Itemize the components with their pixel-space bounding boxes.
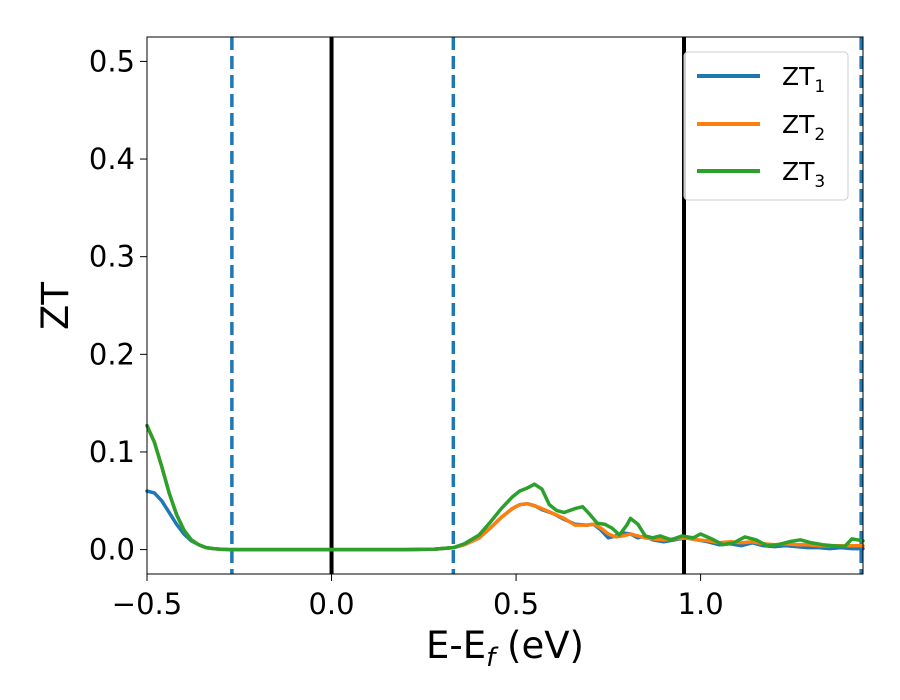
- x-tick-label-2: 0.5: [493, 587, 539, 621]
- legend-entry-zt2: ZT2: [697, 110, 825, 145]
- y-tick-label-0: 0.0: [89, 533, 135, 567]
- legend-label-zt1: ZT1: [782, 62, 825, 97]
- series-line-zt3: [145, 423, 865, 552]
- y-axis: 0.0 0.1 0.2 0.3 0.4 0.5: [89, 44, 147, 567]
- legend-entry-zt3: ZT3: [697, 157, 825, 192]
- y-tick-label-1: 0.1: [89, 435, 135, 469]
- x-axis-label: E-Ef (eV): [426, 624, 584, 673]
- x-tick-label-1: 0.0: [308, 587, 354, 621]
- y-tick-label-4: 0.4: [89, 142, 135, 176]
- legend-entry-zt1: ZT1: [697, 62, 825, 97]
- y-tick-label-5: 0.5: [89, 44, 135, 78]
- series-lines: [145, 423, 865, 552]
- legend-label-zt3: ZT3: [782, 157, 825, 192]
- y-tick-label-3: 0.3: [89, 240, 135, 274]
- x-tick-label-3: 1.0: [678, 587, 724, 621]
- legend: ZT1 ZT2 ZT3: [683, 51, 849, 201]
- y-tick-label-2: 0.2: [89, 337, 135, 371]
- y-axis-label: ZT: [34, 282, 77, 330]
- legend-label-zt2: ZT2: [782, 110, 825, 145]
- x-tick-label-0: −0.5: [112, 587, 182, 621]
- legend-box: [683, 51, 849, 201]
- x-axis: −0.5 0.0 0.5 1.0: [112, 574, 724, 621]
- plot-frame: [146, 36, 864, 575]
- series-line-zt2: [145, 423, 865, 552]
